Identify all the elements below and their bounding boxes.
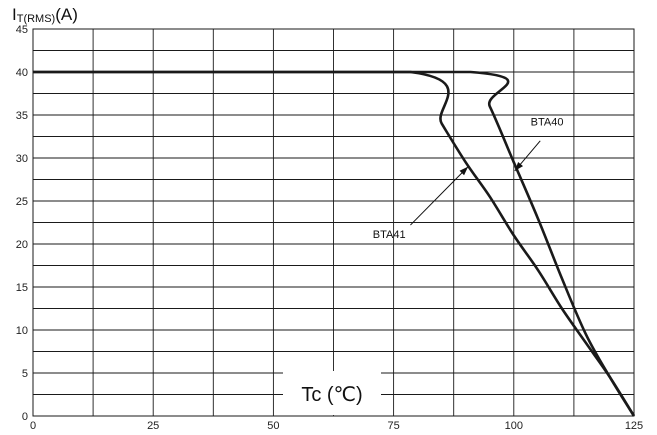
y-tick-label: 0 [22,411,28,423]
x-tick-label: 125 [625,420,643,432]
annotation-bta41-arrow-line [410,166,469,226]
series-line-bta41 [33,70,636,417]
x-tick-label: 0 [30,420,36,432]
tick-labels: 0 5 10 15 20 25 30 35 40 45 0 25 50 75 100 125 [16,24,643,432]
annotation-bta40-label: BTA40 [531,116,564,128]
y-tick-label: 15 [16,282,28,294]
x-tick-label: 25 [147,420,159,432]
annotation-bta41-arrow-head [459,166,469,176]
annotation-bta40-arrow-head [514,161,524,171]
y-tick-label: 30 [16,153,28,165]
y-axis-label: IT(RMS)(A) [12,5,78,25]
annotations: BTA40 BTA41 [373,116,564,241]
y-tick-label: 35 [16,110,28,122]
x-axis-label: Tc (℃) [301,384,362,406]
y-axis-label-main: I [12,5,17,24]
y-tick-label: 25 [16,196,28,208]
y-tick-label: 45 [16,24,28,36]
y-tick-label: 20 [16,239,28,251]
annotation-bta41-label: BTA41 [373,229,406,241]
grid [33,29,634,416]
y-axis-label-unit: (A) [55,5,78,24]
plot-frame [32,28,635,417]
y-tick-label: 5 [22,368,28,380]
series-lines [33,70,636,417]
y-tick-label: 40 [16,67,28,79]
y-axis-label-sub: T(RMS) [17,13,56,25]
y-tick-label: 10 [16,325,28,337]
x-axis-label-box [283,371,381,415]
x-tick-label: 75 [387,420,399,432]
x-tick-label: 100 [505,420,523,432]
x-tick-label: 50 [267,420,279,432]
